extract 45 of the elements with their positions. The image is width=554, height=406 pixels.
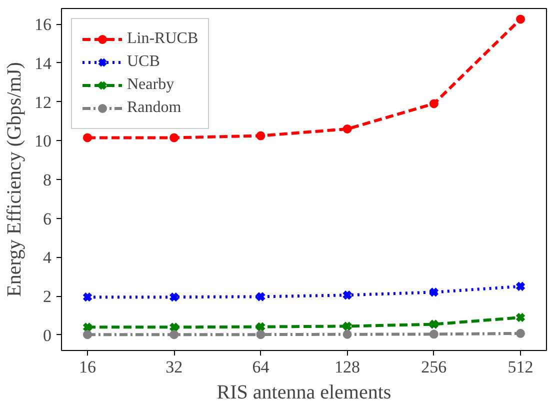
point: [342, 124, 352, 134]
y-tick-label: 8: [43, 170, 52, 190]
y-axis-title: Energy Efficiency (Gbps/mJ): [4, 62, 26, 297]
point: [168, 322, 180, 332]
legend-label: Nearby: [127, 76, 174, 94]
legend-label: UCB: [127, 53, 160, 71]
y-tick-label: 4: [43, 248, 52, 268]
point: [82, 292, 93, 302]
point: [256, 330, 266, 340]
y-tick-label: 2: [43, 287, 52, 306]
point: [428, 319, 440, 330]
point: [429, 330, 438, 339]
x-tick-label: 64: [252, 358, 270, 376]
point: [256, 131, 266, 140]
x-axis-title: RIS antenna elements: [216, 382, 392, 404]
point: [516, 328, 526, 338]
y-tick-label: 12: [34, 92, 52, 112]
point: [170, 133, 179, 142]
point: [515, 281, 526, 292]
legend-label: Lin-RUCB: [127, 30, 198, 48]
point: [342, 330, 352, 339]
x-tick-label: 128: [334, 358, 360, 376]
y-tick-label: 10: [34, 132, 52, 151]
point: [342, 321, 352, 332]
point: [256, 291, 266, 302]
point: [82, 133, 92, 142]
y-tick-label: 6: [43, 209, 52, 228]
point: [429, 99, 438, 108]
x-tick-label: 512: [508, 358, 534, 376]
point: [256, 322, 266, 332]
point: [170, 330, 179, 340]
point: [82, 330, 92, 340]
y-tick-label: 16: [34, 15, 52, 34]
point: [428, 287, 440, 298]
y-tick-label: 14: [34, 54, 52, 73]
x-tick-label: 32: [166, 358, 183, 376]
x-tick-label: 16: [78, 358, 96, 376]
point: [342, 290, 352, 300]
legend-label: Random: [127, 99, 182, 117]
point: [515, 312, 526, 323]
point: [82, 322, 93, 332]
point: [168, 292, 180, 302]
point: [516, 14, 526, 24]
x-tick-label: 256: [421, 358, 447, 376]
y-tick-label: 0: [43, 326, 52, 345]
